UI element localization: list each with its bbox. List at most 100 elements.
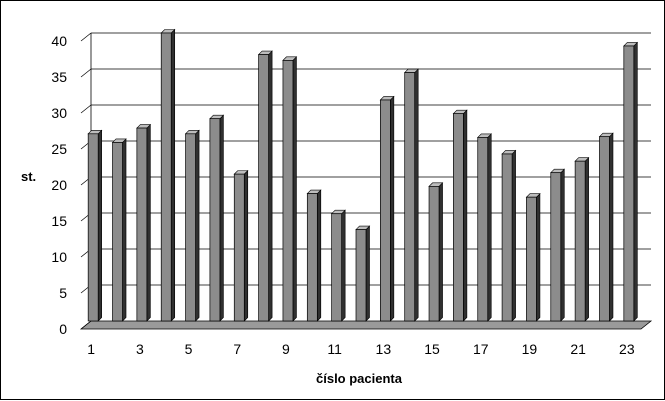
bar-face [112, 142, 123, 322]
gridline-diag [80, 32, 92, 42]
y-axis-label: st. [21, 169, 36, 184]
bar [403, 68, 419, 322]
bar-side [584, 156, 589, 322]
bar-side [414, 68, 419, 322]
bar [136, 123, 152, 322]
bar-face [209, 118, 221, 322]
gridline-diag [80, 68, 92, 78]
x-tick-label: 13 [376, 341, 392, 357]
bar-side [243, 169, 249, 322]
y-tick-label: 30 [51, 105, 67, 121]
x-tick-label: 7 [233, 341, 241, 357]
bar [87, 129, 103, 322]
bar-face [233, 173, 245, 322]
bar-side [317, 189, 322, 322]
bar-side [122, 138, 127, 322]
bar-face [306, 193, 318, 322]
x-tick-label: 11 [327, 341, 342, 357]
bar [501, 149, 517, 322]
bar-face [477, 137, 489, 322]
bar [282, 56, 298, 322]
bar-face [185, 133, 196, 322]
x-tick-label: 5 [185, 341, 193, 357]
bar-face [258, 54, 269, 322]
bar-side [195, 129, 200, 322]
y-tick-label: 20 [51, 177, 67, 193]
bar-face [574, 160, 586, 322]
y-tick-label: 0 [59, 321, 67, 337]
bar-face [623, 45, 635, 322]
x-tick-label: 3 [136, 341, 144, 357]
bar [379, 95, 395, 322]
x-tick-label: 17 [473, 341, 489, 357]
bars [87, 28, 639, 322]
bar-face [282, 60, 294, 322]
gridline-diag [80, 104, 92, 114]
bar-side [219, 114, 224, 322]
x-tick-label: 15 [424, 341, 440, 357]
y-tick-label: 35 [51, 69, 67, 85]
bar-side [292, 56, 297, 322]
bar-side [487, 133, 492, 322]
y-tick-label: 15 [51, 213, 67, 229]
bar [160, 28, 176, 322]
bar-side [609, 132, 614, 322]
bar-side [268, 50, 273, 322]
bar [525, 192, 541, 322]
y-tick-label: 5 [59, 285, 67, 301]
bar [623, 41, 639, 322]
bar-side [438, 182, 443, 322]
bar-face [331, 213, 343, 322]
bar-side [365, 225, 370, 322]
bar [257, 50, 273, 322]
bar [477, 133, 492, 322]
bar [330, 209, 346, 322]
bar-side [536, 192, 541, 322]
bar-side [633, 41, 638, 322]
bar [209, 114, 225, 322]
bar-face [501, 153, 513, 322]
bar-face [136, 127, 148, 322]
bar [574, 156, 590, 322]
bar-face [550, 172, 562, 322]
bar-side [97, 129, 102, 322]
x-tick-label: 21 [570, 341, 586, 357]
y-tick-label: 40 [51, 33, 67, 49]
x-tick-label: 19 [522, 341, 538, 357]
bar-side [341, 209, 346, 322]
y-tick-label: 10 [51, 249, 67, 265]
bar [111, 138, 127, 322]
bar-face [87, 133, 99, 322]
x-tick-label: 9 [282, 341, 290, 357]
bar-face [379, 99, 391, 322]
x-axis-label: číslo pacienta [316, 371, 403, 386]
plot-floor [79, 320, 653, 330]
bar-side [511, 149, 516, 322]
bar [355, 225, 371, 322]
x-tick-label: 23 [619, 341, 635, 357]
bar-side [463, 109, 468, 322]
bar [428, 182, 444, 322]
bar-side [170, 28, 176, 322]
bar [184, 129, 200, 322]
bar-face [160, 32, 172, 322]
bar-face [355, 229, 367, 322]
bar-face [599, 136, 610, 322]
bar-side [560, 168, 565, 322]
bar-face [428, 186, 440, 322]
gridline-diag [80, 320, 92, 330]
bar [550, 168, 566, 322]
bar-face [526, 196, 537, 322]
x-tick-label: 1 [87, 341, 95, 357]
bar-side [390, 95, 395, 322]
bar [233, 169, 249, 322]
y-tick-labels: 0 5 10 15 20 25 30 35 40 [51, 33, 67, 337]
y-tick-label: 25 [51, 141, 67, 157]
bar [452, 109, 468, 322]
bar [598, 132, 614, 322]
x-tick-labels: 1 3 5 7 9 11 13 15 17 19 21 23 [87, 341, 635, 357]
bar-side [146, 123, 151, 322]
bar [306, 189, 322, 322]
